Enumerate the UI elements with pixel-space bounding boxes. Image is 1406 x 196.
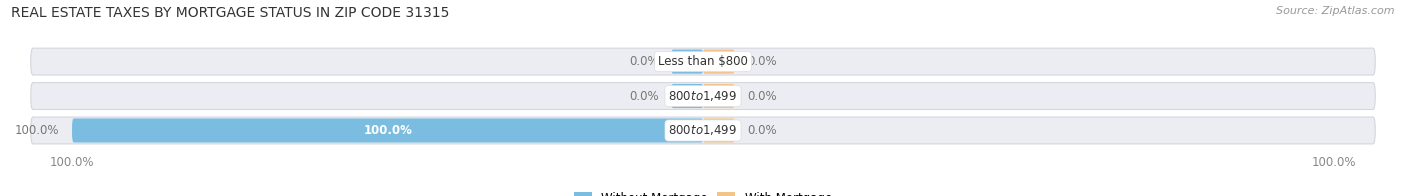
FancyBboxPatch shape	[31, 117, 1375, 144]
Text: 0.0%: 0.0%	[630, 55, 659, 68]
Text: 100.0%: 100.0%	[15, 124, 59, 137]
Text: 100.0%: 100.0%	[363, 124, 412, 137]
Text: 0.0%: 0.0%	[630, 90, 659, 103]
FancyBboxPatch shape	[31, 83, 1375, 110]
FancyBboxPatch shape	[703, 118, 735, 142]
FancyBboxPatch shape	[671, 84, 703, 108]
Text: 0.0%: 0.0%	[747, 55, 776, 68]
FancyBboxPatch shape	[72, 118, 703, 142]
Text: 0.0%: 0.0%	[747, 124, 776, 137]
FancyBboxPatch shape	[703, 84, 735, 108]
Text: $800 to $1,499: $800 to $1,499	[668, 123, 738, 137]
Text: Less than $800: Less than $800	[658, 55, 748, 68]
Text: REAL ESTATE TAXES BY MORTGAGE STATUS IN ZIP CODE 31315: REAL ESTATE TAXES BY MORTGAGE STATUS IN …	[11, 6, 450, 20]
Text: $800 to $1,499: $800 to $1,499	[668, 89, 738, 103]
FancyBboxPatch shape	[31, 48, 1375, 75]
Text: Source: ZipAtlas.com: Source: ZipAtlas.com	[1277, 6, 1395, 16]
FancyBboxPatch shape	[671, 50, 703, 74]
FancyBboxPatch shape	[703, 50, 735, 74]
Legend: Without Mortgage, With Mortgage: Without Mortgage, With Mortgage	[569, 187, 837, 196]
Text: 0.0%: 0.0%	[747, 90, 776, 103]
